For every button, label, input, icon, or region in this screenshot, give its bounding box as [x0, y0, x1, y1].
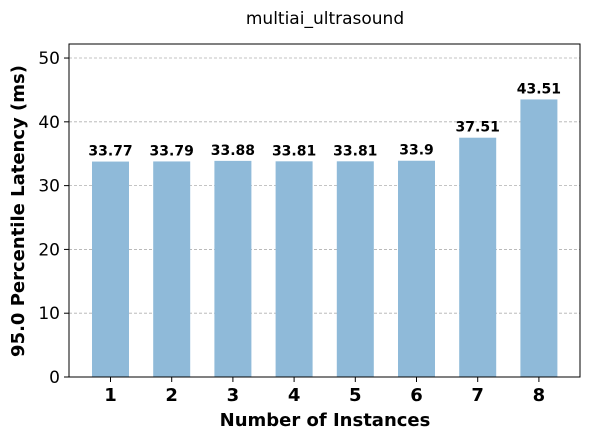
bar-3	[214, 160, 252, 377]
bar-4	[275, 161, 313, 377]
grid-lines	[69, 57, 580, 378]
x-tick-label: 5	[349, 385, 362, 406]
data-label: 33.88	[211, 143, 255, 159]
bar-5	[336, 161, 374, 377]
bar-2	[153, 161, 191, 377]
x-tick-label: 8	[533, 385, 546, 406]
bars	[92, 99, 558, 377]
data-label: 33.81	[272, 143, 316, 159]
data-label: 33.77	[88, 144, 132, 160]
y-axis-label: 95.0 Percentile Latency (ms)	[8, 65, 29, 357]
data-label: 37.51	[456, 120, 500, 136]
x-tick-label: 1	[104, 385, 117, 406]
bar-8	[520, 99, 558, 377]
data-label: 33.9	[399, 143, 434, 159]
bar-7	[459, 137, 497, 377]
data-label: 33.81	[333, 143, 377, 159]
chart-title: multiai_ultrasound	[246, 9, 404, 29]
x-tick-label: 6	[410, 385, 423, 406]
x-tick-label: 4	[288, 385, 301, 406]
bar-1	[92, 161, 129, 377]
data-label: 43.51	[517, 81, 561, 97]
y-tick-label: 10	[38, 304, 60, 324]
y-tick-label: 20	[38, 240, 60, 260]
y-tick-label: 50	[38, 49, 60, 69]
plot-frame	[68, 43, 581, 378]
x-axis-ticks: 1 2 3 4 5 6 7 8	[104, 377, 545, 406]
y-tick-label: 0	[49, 368, 60, 388]
y-tick-label: 30	[38, 177, 60, 197]
y-tick-label: 40	[38, 113, 60, 133]
data-label: 33.79	[150, 143, 194, 159]
bar-6	[398, 160, 435, 377]
x-tick-label: 2	[165, 385, 178, 406]
x-tick-label: 3	[227, 385, 240, 406]
x-axis-label: Number of Instances	[220, 410, 431, 431]
data-labels: 33.77 33.79 33.88 33.81 33.81 33.9 37.51 43.51	[88, 81, 561, 159]
x-tick-label: 7	[471, 385, 484, 406]
y-axis-ticks: 0 10 20 30 40 50	[38, 49, 69, 388]
